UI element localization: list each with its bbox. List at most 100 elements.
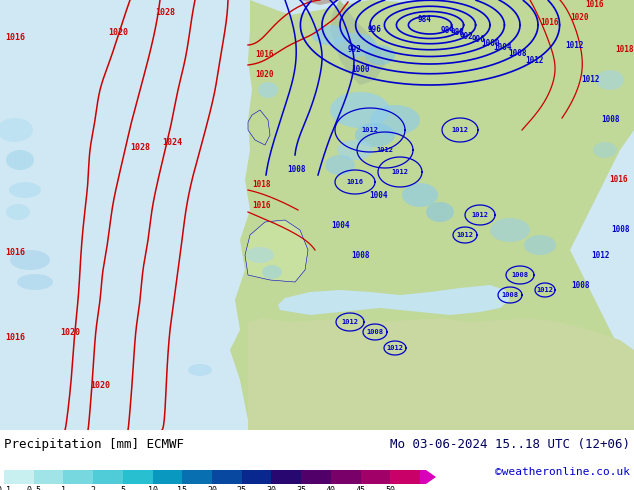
Ellipse shape [490,218,530,242]
Bar [34,470,63,484]
Bar [63,470,93,484]
Ellipse shape [370,105,420,135]
Ellipse shape [17,274,53,290]
Text: 1020: 1020 [570,13,588,22]
Text: ©weatheronline.co.uk: ©weatheronline.co.uk [495,467,630,477]
Text: 1008: 1008 [601,116,619,124]
Text: 1004: 1004 [369,191,387,199]
Bar [153,470,183,484]
Text: 1016: 1016 [609,175,627,185]
Text: 1020: 1020 [90,381,110,390]
Text: 1012: 1012 [342,319,358,325]
Bar [93,470,123,484]
Text: 1012: 1012 [387,345,403,351]
Bar [183,470,212,484]
Bar [361,470,391,484]
Ellipse shape [188,364,212,376]
Text: 992: 992 [460,31,474,41]
Text: 20: 20 [207,486,217,490]
Text: 1012: 1012 [591,250,609,260]
Ellipse shape [333,33,377,57]
Text: 1012: 1012 [456,232,474,238]
Text: 1012: 1012 [581,75,599,84]
Text: 1020: 1020 [108,28,128,37]
Bar [212,470,242,484]
Ellipse shape [337,140,373,160]
Polygon shape [230,0,634,430]
Text: 45: 45 [356,486,366,490]
Text: 1012: 1012 [472,212,489,218]
Bar [391,470,420,484]
Ellipse shape [0,118,33,142]
Text: 2: 2 [91,486,96,490]
Text: 1000: 1000 [351,66,369,74]
Text: 25: 25 [236,486,247,490]
Text: 1016: 1016 [5,248,25,257]
Bar [123,470,153,484]
Ellipse shape [365,45,395,65]
Ellipse shape [6,204,30,220]
Polygon shape [330,0,385,85]
Bar [4,470,34,484]
Text: 1008: 1008 [366,329,384,335]
Polygon shape [248,110,270,145]
Ellipse shape [330,92,390,128]
Text: 1008: 1008 [501,292,519,298]
Text: 1012: 1012 [536,287,553,293]
Text: 984: 984 [441,26,455,35]
Polygon shape [248,318,634,430]
Text: 1020: 1020 [255,70,273,79]
Text: 1008: 1008 [287,166,305,174]
Ellipse shape [524,235,556,255]
Ellipse shape [426,202,454,222]
Polygon shape [300,0,340,5]
Text: 1012: 1012 [377,147,394,153]
Text: 5: 5 [120,486,126,490]
Text: 1012: 1012 [361,127,378,133]
Text: 992: 992 [348,46,362,54]
Text: 1012: 1012 [566,41,585,49]
Text: 1008: 1008 [512,272,529,278]
Ellipse shape [596,70,624,90]
Text: 15: 15 [178,486,187,490]
Polygon shape [278,285,510,315]
Text: 50: 50 [385,486,395,490]
Text: 1008: 1008 [611,225,630,235]
Text: 1004: 1004 [331,220,349,229]
Text: 1016: 1016 [5,333,25,342]
Text: 1012: 1012 [526,56,544,65]
Text: 996: 996 [472,35,486,44]
Ellipse shape [9,182,41,198]
Text: 1000: 1000 [481,39,500,48]
Text: 0.5: 0.5 [26,486,41,490]
Text: 40: 40 [326,486,336,490]
Text: 1028: 1028 [130,143,150,152]
Bar [271,470,301,484]
Ellipse shape [593,142,617,158]
Text: 1018: 1018 [616,46,634,54]
Polygon shape [245,220,308,282]
Text: 10: 10 [148,486,158,490]
Ellipse shape [262,265,282,279]
Text: 1012: 1012 [451,127,469,133]
Text: 1016: 1016 [255,50,273,59]
Ellipse shape [246,247,274,263]
Ellipse shape [402,183,438,207]
Text: 1024: 1024 [162,138,182,147]
Text: 1: 1 [61,486,66,490]
Bar [331,470,361,484]
Text: Mo 03-06-2024 15..18 UTC (12+06): Mo 03-06-2024 15..18 UTC (12+06) [390,438,630,451]
Text: 0.1: 0.1 [0,486,11,490]
Ellipse shape [258,82,278,98]
Bar [242,470,271,484]
FancyArrow shape [420,470,436,484]
Text: 1016: 1016 [586,0,604,9]
Text: 988: 988 [450,28,464,37]
Text: 1016: 1016 [5,33,25,42]
Bar [301,470,331,484]
Text: 35: 35 [296,486,306,490]
Ellipse shape [355,123,395,147]
Text: 984: 984 [418,16,432,24]
Text: 1018: 1018 [252,180,271,189]
Text: 1008: 1008 [351,250,369,260]
